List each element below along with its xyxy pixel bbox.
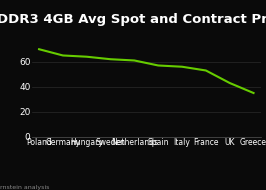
Text: rnstein analysis: rnstein analysis: [0, 185, 49, 190]
Text: DDR3 4GB Avg Spot and Contract Price: DDR3 4GB Avg Spot and Contract Price: [0, 13, 266, 26]
